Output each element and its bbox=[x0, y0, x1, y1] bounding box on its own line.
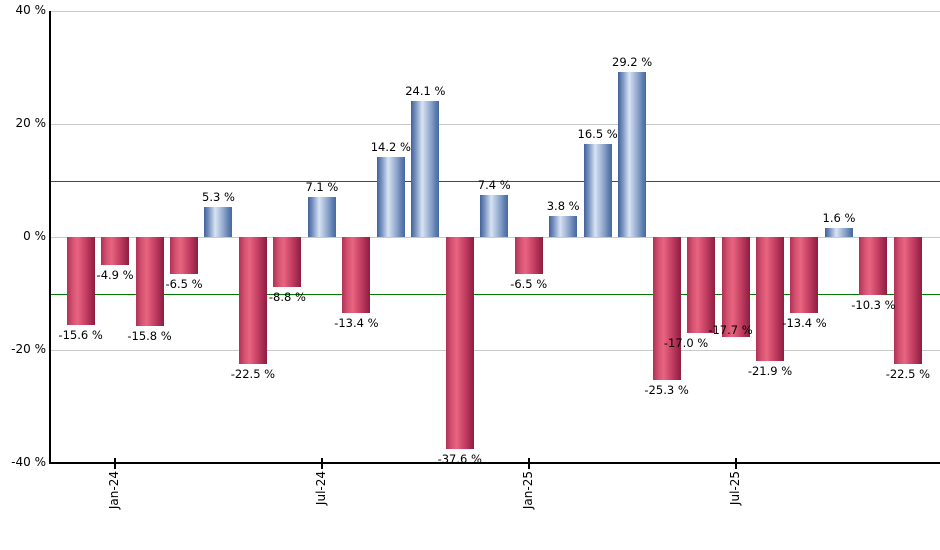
threshold-line--10 bbox=[50, 293, 940, 295]
bar-may-24 bbox=[238, 237, 267, 365]
value-label-jul-24: 7.1 % bbox=[305, 179, 339, 194]
bar-nov-25 bbox=[859, 237, 888, 296]
ytick-label-0: 0 % bbox=[23, 229, 46, 243]
xtick-mark-jan-24 bbox=[114, 458, 117, 469]
bar-aug-24 bbox=[342, 237, 371, 313]
value-label-feb-24: -15.8 % bbox=[127, 329, 172, 344]
value-label-nov-24: -37.6 % bbox=[437, 452, 482, 467]
value-label-aug-24: -13.4 % bbox=[334, 315, 379, 330]
bar-sep-24 bbox=[376, 156, 405, 237]
bar-feb-25 bbox=[549, 215, 578, 237]
xtick-mark-jul-24 bbox=[320, 458, 323, 469]
xtick-mark-jan-25 bbox=[527, 458, 530, 469]
bar-oct-25 bbox=[824, 227, 853, 237]
value-label-jan-25: -6.5 % bbox=[510, 276, 548, 291]
bar-sep-25 bbox=[790, 237, 819, 313]
value-label-may-25: -25.3 % bbox=[644, 382, 689, 397]
ytick-label-40: 40 % bbox=[15, 3, 47, 17]
gridline-20 bbox=[50, 124, 940, 125]
bar-jun-25 bbox=[687, 237, 716, 334]
value-label-jun-25: -17.0 % bbox=[663, 336, 709, 351]
gridline--20 bbox=[50, 350, 940, 351]
threshold-line-10 bbox=[50, 180, 940, 182]
bar-aug-25 bbox=[756, 237, 784, 361]
bar-apr-24 bbox=[204, 207, 233, 237]
bar-nov-24 bbox=[445, 237, 474, 450]
value-label-jun-24: -8.8 % bbox=[268, 289, 306, 304]
ytick-label-20: 20 % bbox=[15, 116, 47, 130]
xtick-mark-jul-25 bbox=[734, 458, 737, 469]
value-label-may-24: -22.5 % bbox=[230, 367, 276, 382]
value-label-mar-24: -6.5 % bbox=[165, 276, 203, 291]
bar-feb-24 bbox=[135, 237, 164, 327]
bar-jan-25 bbox=[514, 237, 543, 274]
value-label-sep-25: -13.4 % bbox=[782, 315, 827, 330]
bar-jun-24 bbox=[273, 237, 302, 287]
value-label-dec-25: -22.5 % bbox=[885, 367, 931, 382]
gridline-0 bbox=[50, 237, 940, 238]
value-label-jan-24: -4.9 % bbox=[96, 267, 134, 282]
bar-dec-24 bbox=[480, 195, 509, 237]
value-label-feb-25: 3.8 % bbox=[546, 198, 580, 213]
value-label-oct-24: 24.1 % bbox=[405, 83, 446, 98]
ytick-label--20: -20 % bbox=[11, 342, 46, 356]
x-axis-line bbox=[49, 462, 940, 464]
bar-jan-24 bbox=[101, 237, 130, 265]
value-label-aug-25: -21.9 % bbox=[747, 363, 793, 378]
value-label-apr-24: 5.3 % bbox=[202, 190, 235, 205]
xtick-label-jan-25: Jan-25 bbox=[520, 471, 535, 510]
value-label-dec-24: 7.4 % bbox=[477, 178, 511, 193]
bar-mar-25 bbox=[583, 143, 612, 237]
value-label-jul-25: -17.7 % bbox=[708, 323, 753, 337]
xtick-label-jan-24: Jan-24 bbox=[107, 471, 122, 510]
y-axis-line bbox=[49, 11, 51, 464]
bar-oct-24 bbox=[411, 100, 440, 237]
bar-dec-23 bbox=[66, 237, 95, 326]
xtick-label-jul-25: Jul-25 bbox=[727, 471, 742, 506]
value-label-dec-23: -15.6 % bbox=[58, 328, 103, 343]
bar-mar-24 bbox=[170, 237, 198, 274]
value-label-mar-25: 16.5 % bbox=[577, 126, 618, 141]
value-label-apr-25: 29.2 % bbox=[612, 55, 653, 70]
value-label-oct-25: 1.6 % bbox=[822, 210, 856, 225]
value-label-nov-25: -10.3 % bbox=[851, 298, 896, 313]
bar-jul-25 bbox=[721, 237, 750, 337]
bar-dec-25 bbox=[893, 237, 922, 365]
bar-may-25 bbox=[652, 237, 681, 380]
xtick-label-jul-24: Jul-24 bbox=[313, 471, 328, 506]
bar-jul-24 bbox=[307, 196, 336, 237]
ytick-label--40: -40 % bbox=[11, 455, 46, 469]
bar-apr-25 bbox=[618, 72, 647, 237]
gridline-40 bbox=[50, 11, 940, 12]
value-label-sep-24: 14.2 % bbox=[370, 139, 411, 154]
